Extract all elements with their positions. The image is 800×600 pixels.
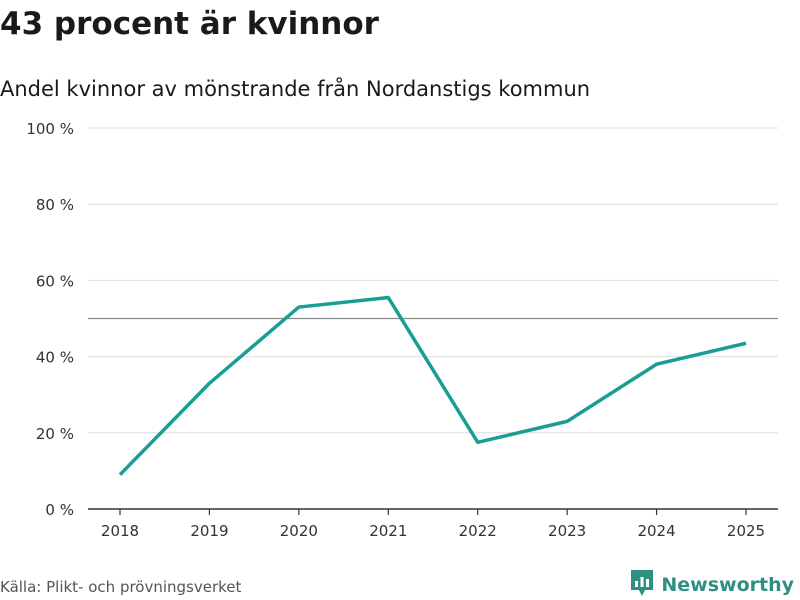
y-tick-label: 40 % [36, 349, 74, 367]
y-tick-label: 20 % [36, 425, 74, 443]
series-line [118, 295, 747, 476]
brand-name: Newsworthy [661, 574, 794, 596]
y-tick-label: 0 % [45, 501, 74, 519]
y-tick-label: 80 % [36, 196, 74, 214]
grid-lines [88, 127, 778, 434]
newsworthy-logo-icon [629, 568, 655, 600]
chart-subtitle: Andel kvinnor av mönstrande från Nordans… [0, 77, 591, 101]
x-tick-label: 2025 [727, 522, 765, 540]
x-tick-label: 2018 [101, 522, 139, 540]
x-tick-label: 2020 [280, 522, 318, 540]
y-tick-label: 60 % [36, 272, 74, 290]
brand-logo: Newsworthy [629, 568, 794, 600]
x-tick-label: 2019 [190, 522, 228, 540]
chart-title: 43 procent är kvinnor [0, 6, 379, 42]
x-tick-label: 2023 [548, 522, 586, 540]
x-tick-label: 2022 [459, 522, 497, 540]
x-tick-label: 2024 [637, 522, 675, 540]
y-tick-label: 100 % [26, 120, 74, 138]
source-note: Källa: Plikt- och prövningsverket [0, 578, 242, 596]
series-group [118, 295, 747, 476]
axes: 0 % 20 % 40 % 60 % 80 % 100 % 2018 2019 2020 2021… [26, 120, 778, 540]
x-tick-label: 2021 [369, 522, 407, 540]
